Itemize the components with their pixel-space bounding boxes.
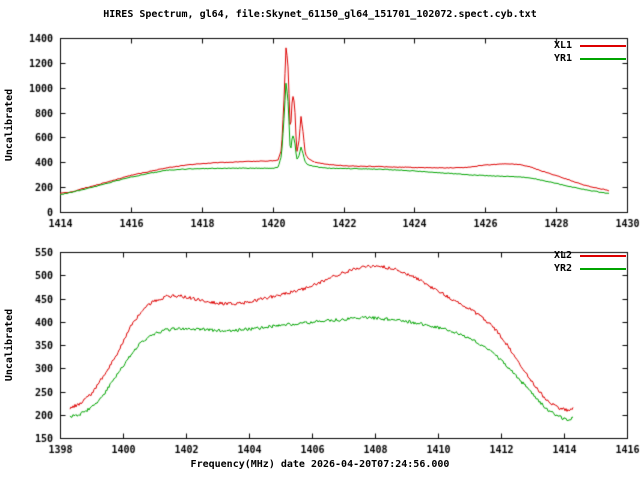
series-line-sample-yr1 bbox=[580, 58, 626, 60]
legend-label-yr1: YR1 bbox=[553, 53, 572, 64]
legend-label-xl1: XL1 bbox=[553, 40, 572, 51]
legend-entry-xl2: XL2 bbox=[554, 251, 626, 261]
x-axis-label: Frequency(MHz) date 2026-04-20T07:24:56.… bbox=[190, 459, 450, 470]
chart-title: HIRES Spectrum, gl64, file:Skynet_61150_… bbox=[103, 9, 537, 20]
legend-label-yr2: YR2 bbox=[553, 263, 572, 274]
legend-bottom: XL2 YR2 bbox=[554, 251, 626, 274]
top-spectrum-canvas bbox=[0, 26, 640, 228]
legend-entry-yr2: YR2 bbox=[554, 264, 626, 274]
bottom-spectrum-canvas bbox=[0, 240, 640, 454]
series-line-sample-yr2 bbox=[580, 268, 626, 270]
series-line-sample-xl1 bbox=[580, 45, 626, 47]
legend-top: XL1 YR1 bbox=[554, 41, 626, 64]
legend-label-xl2: XL2 bbox=[553, 250, 572, 261]
series-line-sample-xl2 bbox=[580, 255, 626, 257]
legend-entry-yr1: YR1 bbox=[554, 54, 626, 64]
legend-entry-xl1: XL1 bbox=[554, 41, 626, 51]
